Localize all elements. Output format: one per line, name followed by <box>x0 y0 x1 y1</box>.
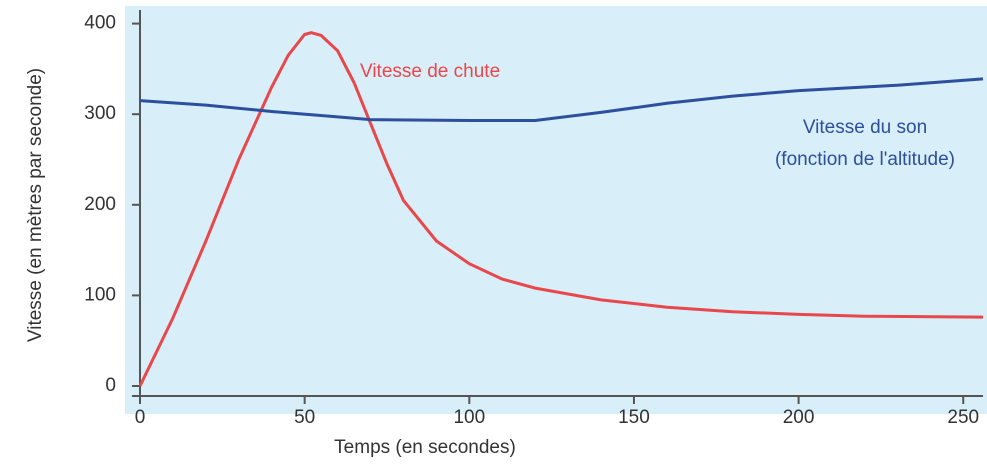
series-label: Vitesse du son <box>803 117 927 138</box>
x-tick-label: 50 <box>294 407 315 428</box>
x-tick-label: 200 <box>783 407 815 428</box>
series-label: Vitesse de chute <box>360 61 500 82</box>
y-tick-label: 0 <box>105 375 116 396</box>
x-tick-label: 150 <box>618 407 650 428</box>
y-tick-label: 100 <box>84 284 116 305</box>
x-axis-label: Temps (en secondes) <box>334 437 516 458</box>
y-axis-label: Vitesse (en mètres par seconde) <box>25 68 46 342</box>
series-line <box>139 77 984 122</box>
plot-background <box>125 6 987 414</box>
y-tick-label: 200 <box>84 194 116 215</box>
y-tick-label: 400 <box>84 13 116 34</box>
x-tick-label: 0 <box>135 407 146 428</box>
annotation: (fonction de l'altitude) <box>775 149 955 170</box>
series-line <box>138 31 984 387</box>
x-tick-label: 100 <box>453 407 485 428</box>
y-tick-label: 300 <box>84 103 116 124</box>
x-tick-label: 250 <box>947 407 979 428</box>
